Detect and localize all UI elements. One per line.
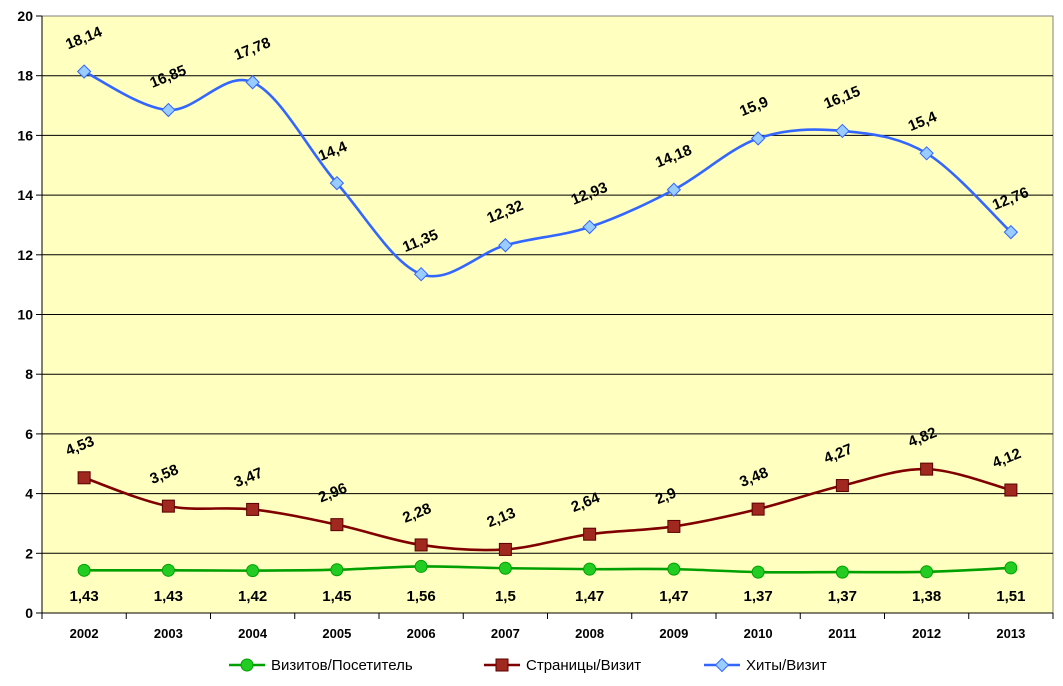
x-tick-label: 2003 — [154, 626, 183, 641]
legend-marker-hits-per-visit — [714, 657, 730, 673]
data-label-visits-per-visitor: 1,38 — [912, 588, 941, 605]
x-tick-label: 2010 — [744, 626, 773, 641]
data-label-visits-per-visitor: 1,43 — [70, 588, 99, 605]
data-label-pages-per-visit: 2,9 — [653, 485, 679, 509]
x-tick-label: 2004 — [238, 626, 268, 641]
data-label-visits-per-visitor: 1,47 — [659, 588, 688, 605]
data-point-pages-per-visit — [920, 462, 934, 476]
data-point-visits-per-visitor — [583, 562, 597, 576]
y-tick-label: 10 — [17, 307, 33, 323]
x-tick-label: 2007 — [491, 626, 520, 641]
legend-item-hits-per-visit: Хиты/Визит — [704, 657, 827, 674]
y-tick-label: 6 — [25, 426, 33, 442]
y-tick-label: 20 — [17, 8, 33, 24]
legend-label-visits-per-visitor: Визитов/Посетитель — [271, 657, 413, 674]
y-tick-label: 18 — [17, 68, 33, 84]
data-label-visits-per-visitor: 1,43 — [154, 588, 183, 605]
data-label-visits-per-visitor: 1,56 — [407, 588, 436, 605]
data-point-visits-per-visitor — [920, 565, 934, 579]
data-label-visits-per-visitor: 1,51 — [996, 588, 1025, 605]
x-tick-label: 2011 — [828, 626, 856, 641]
data-point-hits-per-visit — [329, 175, 345, 191]
data-point-visits-per-visitor — [751, 565, 765, 579]
data-point-pages-per-visit — [667, 519, 681, 533]
data-label-visits-per-visitor: 1,5 — [495, 588, 516, 605]
y-tick-label: 0 — [25, 605, 33, 621]
legend-marker-pages-per-visit — [495, 658, 509, 672]
legend-label-hits-per-visit: Хиты/Визит — [746, 657, 827, 674]
x-tick-label: 2002 — [70, 626, 99, 641]
data-label-visits-per-visitor: 1,42 — [238, 588, 267, 605]
data-point-visits-per-visitor — [835, 565, 849, 579]
x-tick-label: 2008 — [575, 626, 604, 641]
data-point-pages-per-visit — [330, 518, 344, 532]
y-tick-label: 16 — [17, 127, 33, 143]
data-point-visits-per-visitor — [330, 563, 344, 577]
data-point-pages-per-visit — [835, 479, 849, 493]
data-label-visits-per-visitor: 1,47 — [575, 588, 604, 605]
data-point-hits-per-visit — [245, 75, 260, 90]
x-tick-label: 2009 — [659, 626, 688, 641]
y-tick-label: 12 — [17, 247, 33, 263]
data-point-hits-per-visit — [835, 123, 850, 139]
data-point-pages-per-visit — [498, 542, 512, 556]
data-point-hits-per-visit — [498, 238, 513, 253]
x-tick-label: 2006 — [407, 626, 436, 641]
data-point-visits-per-visitor — [246, 564, 260, 578]
x-tick-label: 2005 — [322, 626, 351, 641]
data-point-visits-per-visitor — [161, 563, 175, 577]
data-point-visits-per-visitor — [414, 559, 428, 573]
data-point-visits-per-visitor — [498, 561, 512, 575]
data-point-hits-per-visit — [1003, 224, 1019, 240]
y-tick-label: 14 — [17, 187, 33, 203]
data-point-pages-per-visit — [1004, 483, 1018, 497]
data-point-pages-per-visit — [414, 538, 428, 552]
legend: Визитов/Посетитель Страницы/Визит Хиты/Виз… — [229, 657, 827, 674]
data-point-hits-per-visit — [750, 131, 766, 146]
data-point-hits-per-visit — [413, 266, 429, 282]
data-point-hits-per-visit — [582, 219, 597, 235]
x-tick-label: 2012 — [912, 626, 941, 641]
data-point-pages-per-visit — [77, 471, 91, 485]
data-point-hits-per-visit — [161, 102, 176, 118]
series-hits-per-visit — [76, 64, 1019, 282]
gridlines — [42, 75, 1053, 554]
legend-label-pages-per-visit: Страницы/Визит — [526, 657, 641, 674]
data-label-visits-per-visitor: 1,45 — [322, 588, 351, 605]
series-pages-per-visit — [77, 462, 1018, 556]
data-point-visits-per-visitor — [1004, 561, 1018, 575]
legend-item-pages-per-visit: Страницы/Визит — [484, 657, 641, 674]
data-point-pages-per-visit — [246, 502, 260, 516]
x-tick-label: 2013 — [996, 626, 1025, 641]
data-label-visits-per-visitor: 1,37 — [744, 588, 773, 605]
y-tick-label: 2 — [25, 545, 33, 561]
data-point-pages-per-visit — [583, 527, 597, 541]
data-point-pages-per-visit — [751, 502, 765, 516]
y-tick-label: 8 — [25, 366, 33, 382]
legend-marker-visits-per-visitor — [240, 658, 254, 672]
legend-item-visits-per-visitor: Визитов/Посетитель — [229, 657, 413, 674]
series-layer — [76, 64, 1019, 579]
data-label-visits-per-visitor: 1,37 — [828, 588, 857, 605]
data-point-pages-per-visit — [161, 499, 175, 513]
series-visits-per-visitor — [77, 559, 1018, 579]
series-line-pages-per-visit — [83, 467, 1012, 552]
series-line-visits-per-visitor — [84, 565, 1011, 574]
axes: 0 2 4 6 8 10 12 14 16 18 20 2002 2003 2004 2005 2006 200… — [17, 8, 1054, 641]
data-point-hits-per-visit — [76, 64, 92, 79]
data-point-visits-per-visitor — [77, 563, 91, 577]
data-point-hits-per-visit — [666, 182, 682, 197]
y-tick-label: 4 — [25, 486, 33, 502]
data-point-visits-per-visitor — [667, 562, 681, 576]
data-point-hits-per-visit — [919, 146, 934, 161]
